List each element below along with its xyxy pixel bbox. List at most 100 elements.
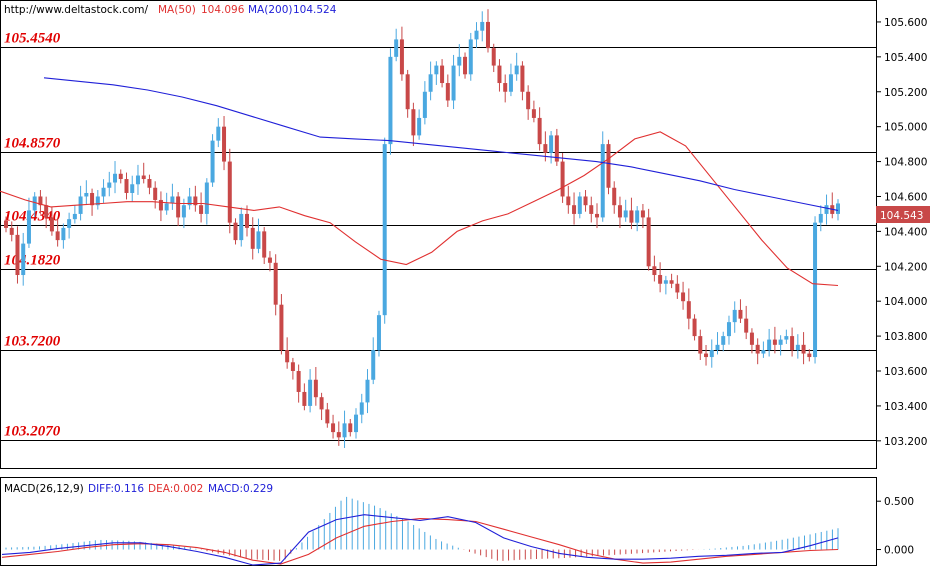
candle-body [72,213,77,220]
candle-body [635,210,640,223]
candle-body [652,266,657,276]
candle-body [233,222,238,241]
candle-body [21,243,26,276]
current-price-tag [876,206,930,223]
candle-body [399,39,404,75]
candle-body [308,379,313,406]
candle-body [256,231,261,249]
level-label: 104.1820 [4,253,61,269]
candle-body [744,318,749,333]
candle-body [147,179,152,188]
candle-body [267,257,272,263]
candle-body [250,227,255,249]
y-tick-label: 103.800 [884,331,927,343]
candle-body [26,210,31,244]
candle-body [686,301,691,319]
candle-body [503,83,508,92]
candle-body [549,135,554,153]
candle-body [216,126,221,141]
candle-body [721,336,726,345]
level-label: 103.7200 [4,334,61,350]
candle-body [388,56,393,145]
candle-body [118,173,123,180]
price-axis: 105.600 105.400 105.200 105.000 104.800 104.6… [876,17,927,448]
macd-dea-label: DEA:0.002 [148,483,203,495]
candle-body [629,210,634,223]
candle-body [371,350,376,380]
macd-title: MACD(26,12,9) [4,483,84,495]
candle-body [84,192,89,197]
candle-body [170,196,175,204]
candle-body [790,336,795,351]
candle-body [497,65,502,84]
candle-body [675,283,680,293]
candle-body [49,217,54,232]
candle-body [124,179,129,193]
candle-body [187,196,192,206]
y-tick-label: 103.600 [884,366,927,378]
candle-body [405,74,410,110]
candle-body [32,196,37,211]
candle-body [480,21,485,31]
candle-body [411,109,416,136]
candle-body [313,379,318,398]
candle-body [331,423,336,433]
candle-body [135,175,140,185]
y-tick-label: 104.000 [884,296,927,308]
candle-body [428,74,433,92]
level-label: 105.4540 [4,31,61,47]
candle-body [181,205,186,218]
candle-body [417,117,422,136]
candle-body [319,397,324,410]
y-tick-label: 104.200 [884,261,927,273]
candle-body [772,339,777,345]
candle-body [836,203,840,214]
candle-body [394,39,399,57]
candle-body [612,187,617,206]
candle-body [692,318,697,337]
candle-body [807,353,812,358]
candle-body [468,39,473,75]
ma50-label: MA(50) [158,4,196,16]
candle-body [273,262,278,305]
candle-body [222,126,227,162]
candle-body [709,350,714,358]
candle-body [38,196,43,206]
candle-body [824,205,829,214]
y-tick-label: 104.600 [884,191,927,203]
candle-body [193,196,198,206]
candle-body [813,222,818,358]
candle-body [463,56,468,75]
candle-body [732,309,737,323]
candle-body [577,196,582,214]
candle-body [440,65,445,84]
ma200-label: MA(200) [248,4,292,16]
candle-body [715,344,720,351]
candle-body [336,432,341,438]
candle-body [199,205,204,214]
macd-dea-line [1,518,839,565]
ma200-line [43,77,839,211]
candle-body [600,144,605,218]
candle-body [113,173,118,183]
candle-body [158,199,163,211]
candle-body [285,350,290,363]
macd-tick-label: 0.500 [884,496,914,508]
ma50-value: 104.096 [201,4,245,16]
candle-body [801,344,806,354]
candle-body [296,371,301,392]
candle-body [537,117,542,145]
candle-body [4,220,8,228]
candle-body [302,391,307,406]
candle-body [342,423,347,438]
candle-body [526,91,531,110]
candle-body [560,161,565,197]
candle-body [474,30,479,40]
y-tick-label: 105.400 [884,52,927,64]
candle-body [726,322,731,337]
candle-body [520,65,525,92]
candle-body [554,135,559,162]
candle-body [784,336,789,340]
candle-body [749,332,754,345]
candle-body [325,409,330,424]
